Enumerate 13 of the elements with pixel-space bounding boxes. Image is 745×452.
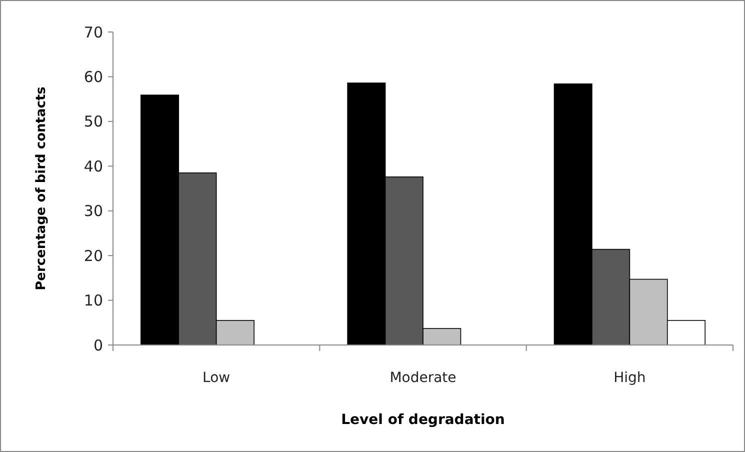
y-tick-label: 50: [84, 112, 103, 131]
x-tick-label: Low: [202, 370, 230, 386]
y-tick-label: 20: [84, 246, 103, 265]
y-axis-title: Percentage of bird contacts: [34, 86, 49, 290]
x-axis-title: Level of degradation: [341, 412, 505, 428]
y-tick-label: 60: [84, 68, 103, 86]
y-tick-label: 40: [84, 157, 103, 176]
y-tick-label: 0: [93, 336, 103, 354]
y-tick-label: 30: [84, 202, 103, 220]
x-tick-label: Moderate: [390, 370, 456, 386]
y-tick-label: 70: [84, 23, 103, 42]
y-tick-label: 10: [84, 292, 103, 310]
x-tick-label: High: [614, 370, 646, 386]
